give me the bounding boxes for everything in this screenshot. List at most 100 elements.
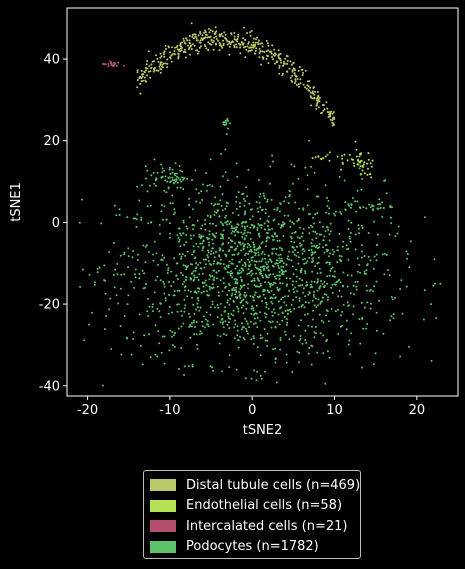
data-point	[293, 291, 296, 294]
data-point	[206, 254, 209, 257]
data-point	[297, 83, 300, 86]
data-point	[363, 255, 366, 257]
data-point	[308, 139, 310, 142]
data-point	[148, 305, 151, 308]
data-point	[212, 204, 215, 207]
data-point	[304, 270, 307, 273]
data-point	[283, 223, 286, 225]
data-point	[192, 228, 194, 231]
data-point	[361, 366, 364, 369]
data-point	[219, 302, 222, 305]
data-point	[144, 79, 147, 82]
data-point	[358, 227, 360, 230]
data-point	[347, 228, 350, 230]
data-point	[360, 188, 363, 191]
data-point	[180, 49, 183, 52]
data-point	[301, 74, 304, 77]
data-point	[197, 245, 200, 248]
data-point	[267, 307, 270, 310]
data-point	[316, 91, 319, 93]
data-point	[322, 109, 325, 112]
data-point	[201, 249, 204, 252]
data-point	[281, 312, 284, 315]
data-point	[213, 36, 216, 39]
data-point	[433, 258, 436, 261]
data-point	[240, 231, 243, 234]
data-point	[358, 318, 361, 321]
data-point	[215, 38, 218, 40]
data-point	[219, 221, 222, 224]
data-point	[211, 238, 214, 241]
data-point	[299, 82, 302, 85]
data-point	[182, 178, 185, 181]
data-point	[179, 186, 182, 189]
data-point	[279, 282, 282, 285]
data-point	[253, 279, 256, 282]
data-point	[261, 209, 264, 211]
data-point	[245, 186, 248, 189]
data-point	[346, 301, 349, 304]
data-point	[210, 253, 212, 255]
data-point	[322, 334, 325, 337]
data-point	[254, 263, 257, 266]
data-point	[289, 235, 292, 238]
data-point	[311, 157, 314, 160]
data-point	[222, 249, 224, 252]
data-point	[230, 294, 233, 297]
data-point	[232, 309, 235, 312]
data-point	[147, 222, 150, 225]
data-point	[367, 232, 370, 234]
data-point	[193, 291, 196, 294]
data-point	[302, 248, 305, 250]
data-point	[239, 46, 242, 49]
data-point	[183, 374, 186, 376]
data-point	[329, 111, 332, 113]
data-point	[191, 263, 194, 266]
series-3-points	[78, 117, 442, 387]
data-point	[318, 243, 321, 246]
data-point	[112, 61, 115, 64]
data-point	[264, 212, 267, 215]
data-point	[248, 261, 251, 264]
data-point	[186, 39, 189, 42]
data-point	[152, 253, 154, 256]
data-point	[300, 319, 302, 322]
data-point	[237, 214, 240, 217]
data-point	[409, 240, 412, 243]
data-point	[298, 85, 300, 88]
data-point	[206, 320, 209, 323]
data-point	[211, 185, 214, 188]
data-point	[258, 285, 261, 288]
data-point	[236, 37, 239, 40]
data-point	[134, 276, 137, 279]
data-point	[297, 284, 300, 287]
data-point	[226, 43, 229, 46]
data-point	[169, 51, 172, 54]
data-point	[310, 325, 313, 328]
data-point	[250, 259, 253, 262]
data-point	[298, 277, 301, 280]
data-point	[112, 274, 115, 276]
data-point	[310, 104, 313, 107]
data-point	[230, 313, 233, 316]
data-point	[163, 292, 166, 295]
data-point	[347, 219, 350, 222]
data-point	[208, 237, 211, 240]
data-point	[197, 50, 200, 53]
data-point	[238, 294, 241, 297]
data-point	[337, 279, 340, 282]
data-point	[306, 260, 309, 263]
data-point	[144, 165, 147, 168]
data-point	[276, 321, 279, 323]
data-point	[175, 172, 178, 175]
data-point	[189, 315, 191, 318]
data-point	[241, 322, 243, 325]
data-point	[258, 260, 261, 263]
data-point	[286, 59, 289, 62]
data-point	[334, 310, 337, 313]
data-point	[189, 234, 192, 237]
data-point	[255, 272, 258, 275]
data-point	[205, 33, 208, 36]
legend-entry-endothelial: Endothelial cells (n=58)	[150, 496, 354, 517]
data-point	[241, 267, 244, 270]
